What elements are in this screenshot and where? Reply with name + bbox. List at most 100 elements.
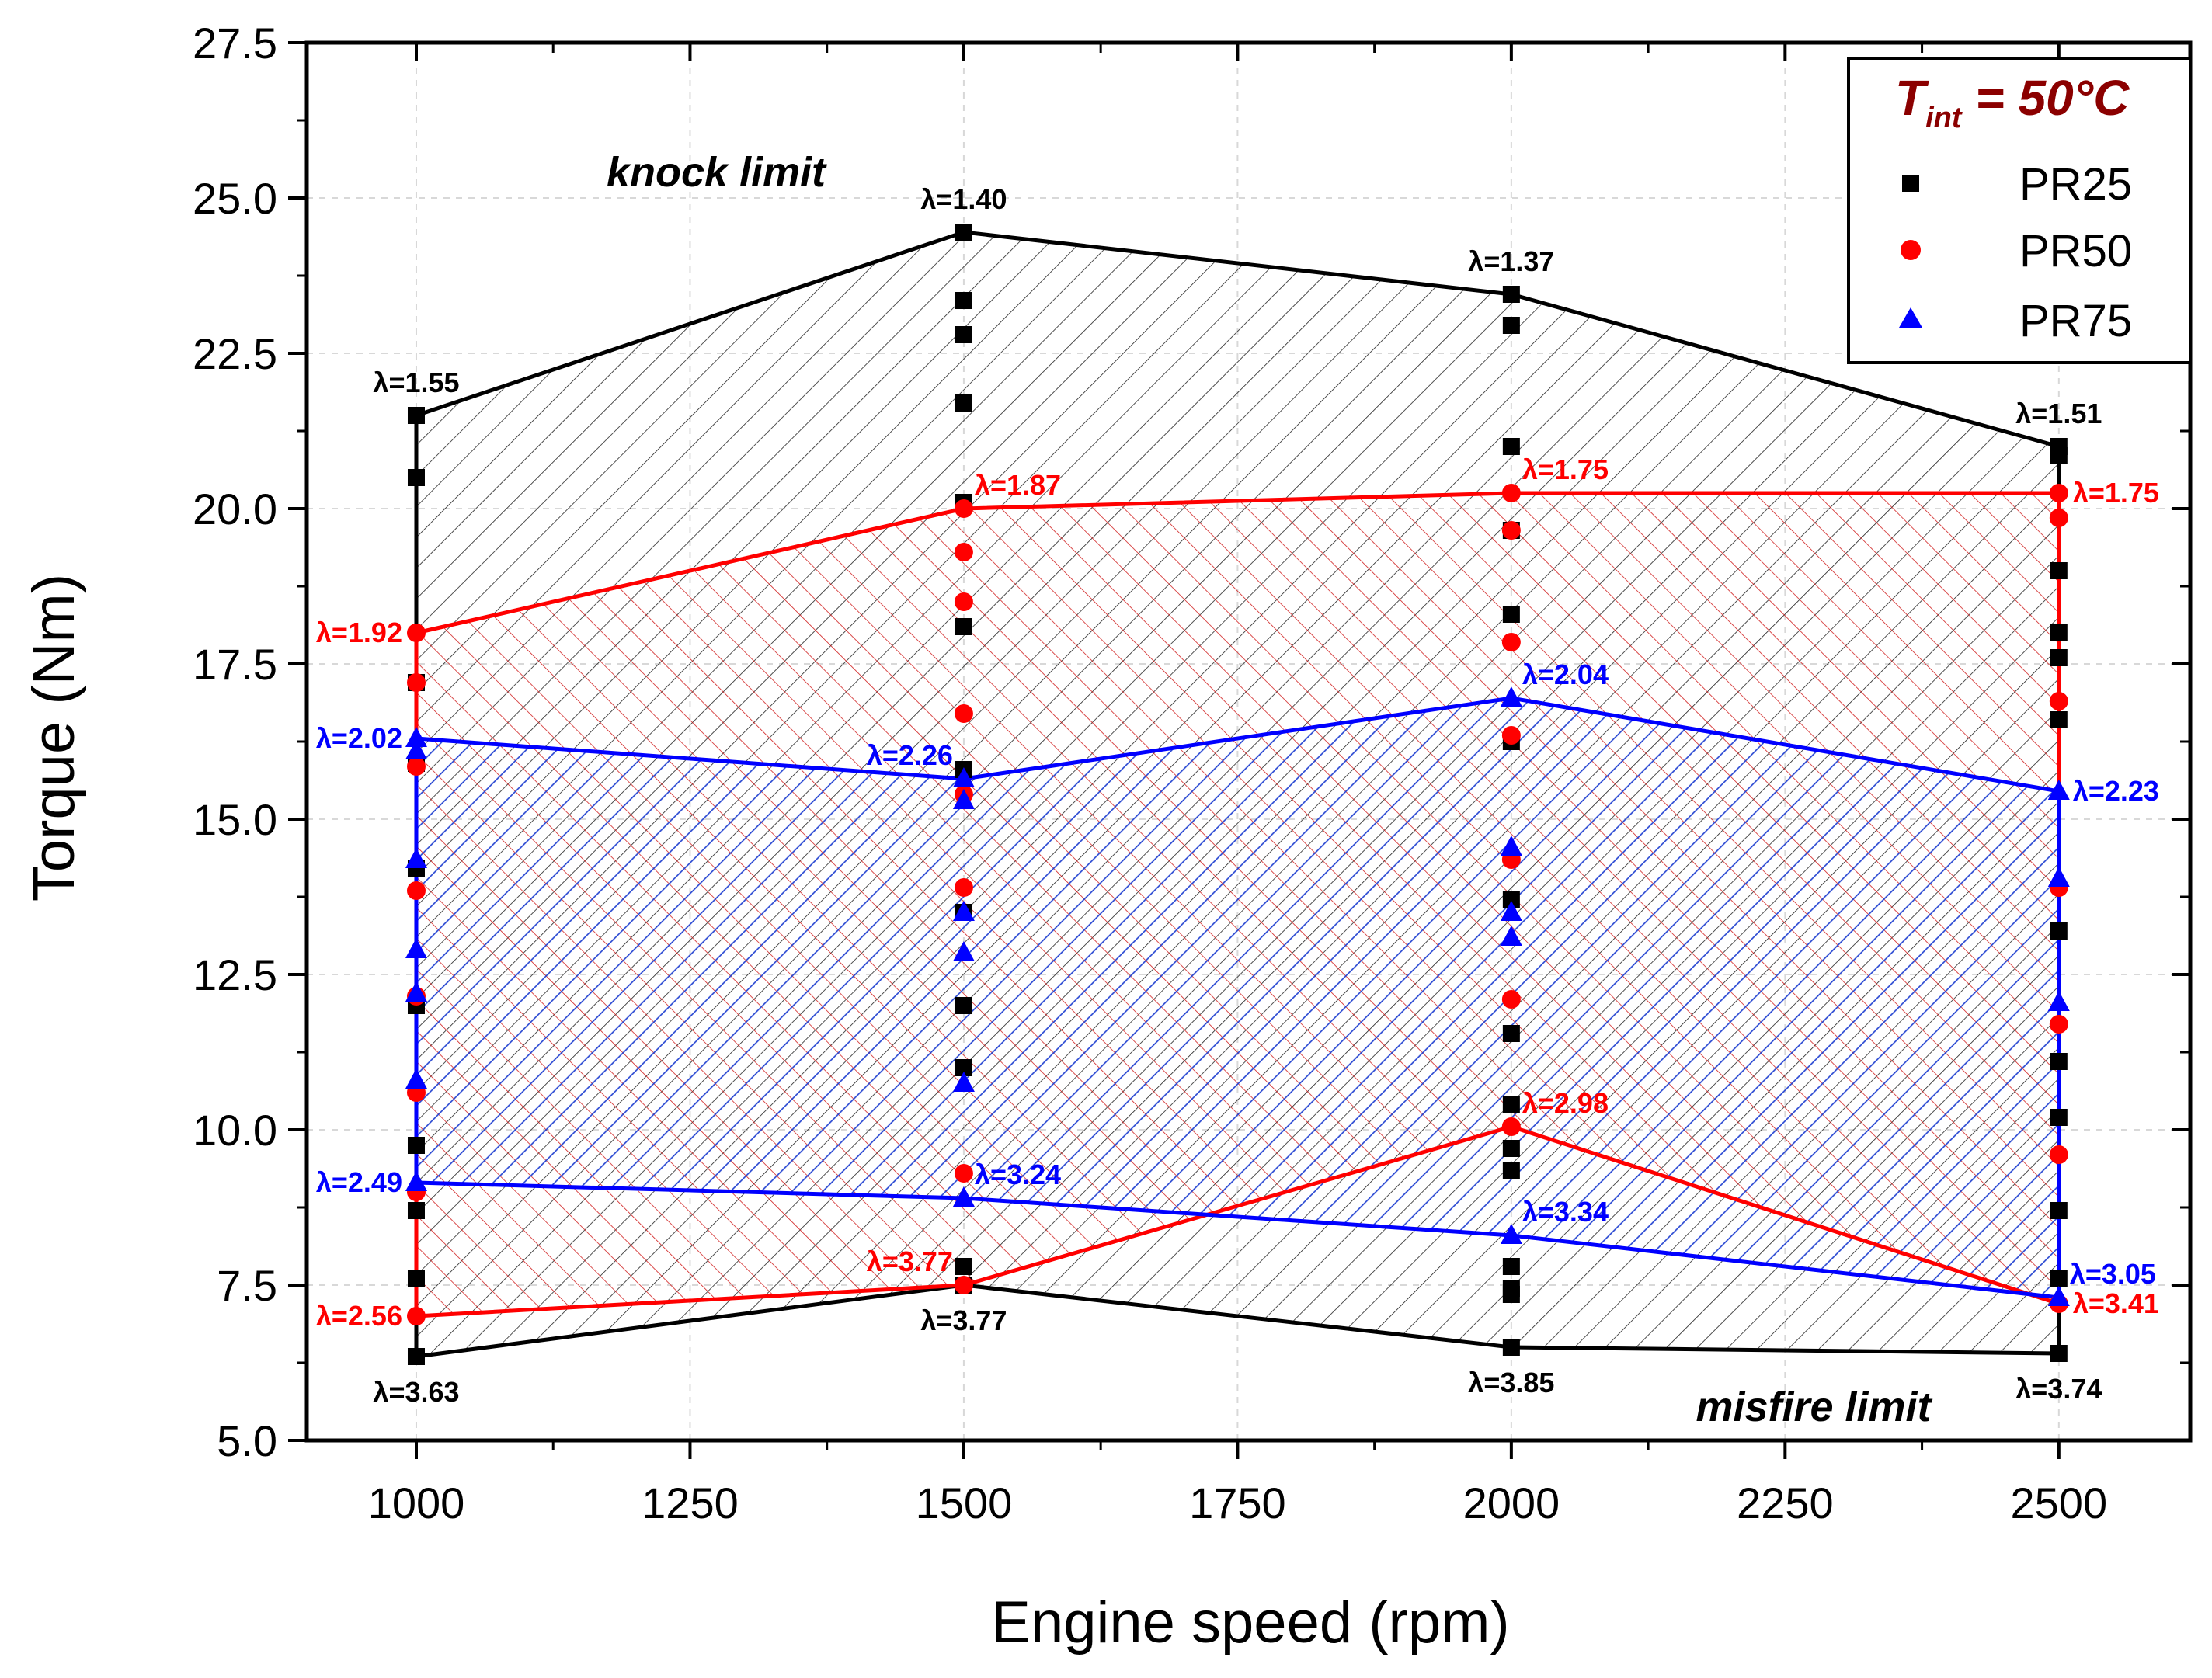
point-pr50 [955, 878, 973, 897]
lambda-label-pr75: λ=2.23 [2073, 775, 2159, 807]
point-pr25 [955, 326, 972, 343]
lambda-label-pr25: λ=1.40 [920, 183, 1007, 215]
point-pr50 [955, 592, 973, 611]
point-pr50 [407, 1307, 426, 1325]
point-pr25 [2050, 1270, 2068, 1287]
point-pr50 [2050, 509, 2068, 527]
point-pr50 [955, 543, 973, 561]
point-pr25 [955, 1258, 972, 1275]
x-tick-label: 1500 [916, 1478, 1013, 1527]
point-pr25 [1503, 1286, 1520, 1303]
lambda-label-pr50: λ=3.41 [2073, 1287, 2159, 1319]
lambda-label-pr50: λ=3.77 [867, 1245, 953, 1277]
legend-marker-pr25 [1902, 175, 1919, 192]
point-pr50 [955, 704, 973, 723]
point-pr50 [407, 757, 426, 776]
point-pr50 [955, 1276, 973, 1294]
point-pr50 [955, 1164, 973, 1183]
point-pr25 [1503, 1096, 1520, 1113]
point-pr25 [955, 224, 972, 241]
point-pr25 [2050, 1202, 2068, 1219]
y-tick-label: 20.0 [193, 485, 277, 533]
y-tick-label: 22.5 [193, 329, 277, 378]
lambda-label-pr50: λ=1.75 [2073, 477, 2159, 509]
point-pr25 [2050, 562, 2068, 579]
point-pr25 [1503, 1025, 1520, 1042]
lambda-label-pr50: λ=1.92 [316, 617, 402, 648]
y-tick-label: 17.5 [193, 640, 277, 689]
legend-title-main: T [1895, 70, 1929, 126]
torque-chart: λ=1.55λ=1.40λ=1.37λ=1.51λ=3.63λ=3.77λ=3.… [0, 0, 2212, 1678]
point-pr50 [2050, 1145, 2068, 1164]
lambda-label-pr50: λ=2.98 [1522, 1087, 1609, 1119]
x-tick-label: 1750 [1189, 1478, 1286, 1527]
point-pr25 [955, 997, 972, 1014]
y-tick-label: 25.0 [193, 174, 277, 223]
y-tick-label: 15.0 [193, 795, 277, 844]
point-pr50 [1502, 633, 1521, 651]
point-pr25 [1503, 317, 1520, 334]
point-pr25 [408, 407, 425, 424]
y-tick-label: 12.5 [193, 950, 277, 999]
point-pr50 [955, 499, 973, 518]
point-pr25 [408, 1137, 425, 1154]
point-pr50 [407, 881, 426, 900]
lambda-label-pr75: λ=3.34 [1522, 1196, 1609, 1228]
x-tick-label: 2250 [1737, 1478, 1834, 1527]
misfire-limit-label: misfire limit [1696, 1384, 1932, 1430]
legend: Tint = 50°C PR25 PR50 PR75 [1849, 58, 2190, 363]
point-pr25 [2050, 649, 2068, 666]
point-pr50 [1502, 1117, 1521, 1136]
y-tick-label: 27.5 [193, 19, 277, 68]
y-tick-label: 5.0 [217, 1416, 277, 1465]
legend-label-pr50: PR50 [2019, 226, 2132, 276]
point-pr25 [955, 394, 972, 412]
point-pr50 [2050, 1015, 2068, 1034]
x-tick-label: 2000 [1463, 1478, 1560, 1527]
x-tick-label: 1000 [368, 1478, 465, 1527]
lambda-label-pr75: λ=3.24 [975, 1159, 1061, 1190]
point-pr25 [1503, 1258, 1520, 1275]
point-pr25 [408, 1202, 425, 1219]
point-pr25 [408, 1270, 425, 1287]
point-pr25 [408, 469, 425, 486]
point-pr25 [1503, 1339, 1520, 1356]
x-axis-title: Engine speed (rpm) [991, 1589, 1509, 1655]
lambda-label-pr25: λ=1.37 [1468, 245, 1554, 277]
lambda-label-pr75: λ=2.02 [316, 722, 402, 754]
point-pr50 [1502, 726, 1521, 745]
legend-title-rest: = 50°C [1962, 70, 2130, 126]
lambda-label-pr50: λ=2.56 [316, 1300, 402, 1332]
point-pr50 [407, 673, 426, 692]
point-pr25 [1503, 438, 1520, 455]
lambda-label-pr50: λ=1.87 [975, 469, 1061, 501]
point-pr25 [2050, 922, 2068, 940]
point-pr25 [2050, 1053, 2068, 1070]
y-axis-title: Torque (Nm) [21, 574, 87, 902]
legend-marker-pr50 [1901, 240, 1921, 260]
lambda-label-pr75: λ=2.26 [867, 739, 953, 771]
point-pr50 [2050, 484, 2068, 502]
x-tick-label: 2500 [2011, 1478, 2108, 1527]
point-pr25 [2050, 447, 2068, 464]
point-pr25 [2050, 1345, 2068, 1362]
point-pr25 [1503, 286, 1520, 303]
point-pr25 [955, 292, 972, 309]
lambda-label-pr25: λ=1.55 [373, 367, 459, 398]
point-pr25 [1503, 606, 1520, 623]
y-tick-label: 10.0 [193, 1106, 277, 1155]
point-pr25 [408, 1348, 425, 1365]
point-pr25 [2050, 711, 2068, 728]
point-pr50 [1502, 484, 1521, 502]
point-pr50 [1502, 521, 1521, 540]
point-pr25 [1503, 1140, 1520, 1157]
y-tick-label: 7.5 [217, 1261, 277, 1310]
lambda-label-pr25: λ=3.74 [2015, 1373, 2102, 1405]
lambda-label-pr50: λ=1.75 [1522, 453, 1609, 485]
point-pr50 [2050, 692, 2068, 710]
lambda-label-pr25: λ=3.85 [1468, 1367, 1554, 1398]
x-tick-label: 1250 [642, 1478, 739, 1527]
point-pr25 [955, 618, 972, 635]
lambda-label-pr75: λ=3.05 [2070, 1258, 2156, 1290]
knock-limit-label: knock limit [607, 149, 827, 196]
